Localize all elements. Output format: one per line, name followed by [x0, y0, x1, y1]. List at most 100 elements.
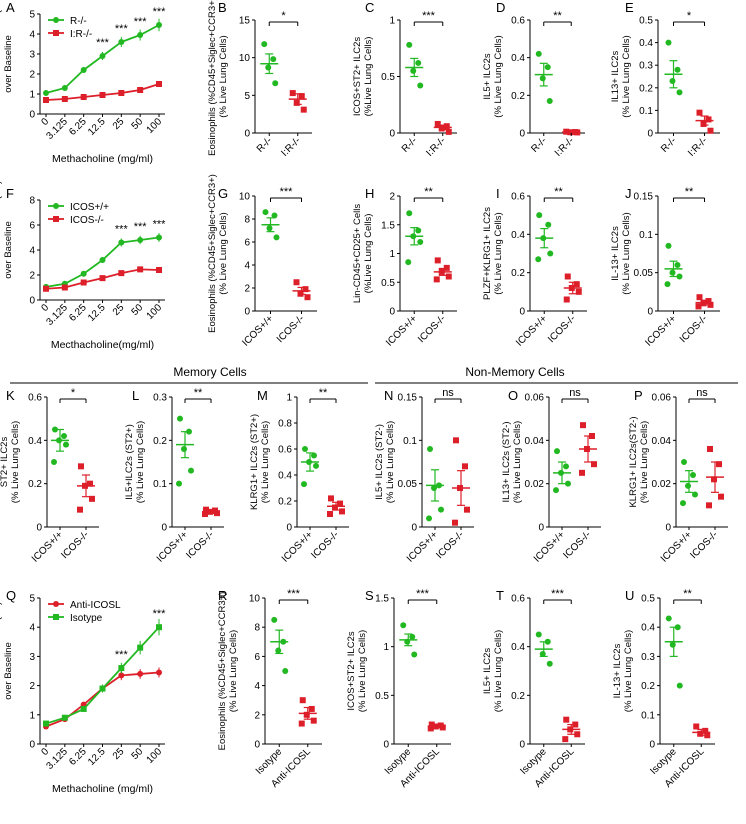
data-point — [214, 510, 220, 517]
data-point — [272, 80, 279, 87]
x-tick-label: ICOS+/+ — [532, 529, 567, 564]
y-tick-label: 10 — [239, 53, 251, 64]
y-tick-label: 0 — [649, 740, 655, 751]
y-tick-label: 0.6 — [278, 445, 292, 456]
x-axis-label: Mecthacholine(mg/ml) — [51, 339, 154, 351]
data-point — [445, 128, 452, 135]
memory-cells-label: Memory Cells — [173, 365, 246, 379]
data-point — [575, 288, 582, 295]
data-point — [665, 39, 672, 46]
x-tick-label: 6.25 — [67, 302, 89, 324]
y-axis-label: Fold Increase in Resistance (RL) — [0, 0, 3, 133]
data-point — [156, 669, 162, 676]
x-tick-label: I:R-/- — [279, 135, 302, 158]
panel-letter-d: D — [496, 0, 505, 15]
x-tick-label: 0 — [39, 116, 51, 128]
y-tick-label: 2 — [389, 192, 395, 203]
legend-label: ICOS+/+ — [70, 202, 109, 213]
x-tick-label: ICOS+/+ — [514, 313, 549, 348]
y-tick-label: 0.05 — [398, 479, 418, 490]
data-point — [289, 90, 296, 97]
data-point — [282, 668, 289, 674]
y-axis-label: IL13+ ILC2s — [610, 51, 621, 103]
data-point — [405, 259, 412, 266]
y-tick-label: 0.1 — [639, 230, 653, 241]
data-point — [308, 705, 315, 712]
x-tick-label: 100 — [145, 746, 165, 766]
data-point — [539, 75, 546, 82]
panel-o: 0 0.02 0.04 0.06 IL13+ ILC2s (ST2-) (% Live L… — [501, 387, 601, 565]
significance-label: ** — [424, 186, 433, 198]
significance-label: *** — [280, 186, 294, 198]
x-tick-label: 50 — [130, 302, 146, 318]
y-tick-label: 0 — [665, 523, 671, 534]
y-tick-label: 0.4 — [511, 642, 525, 653]
panel-letter-o: O — [508, 388, 518, 403]
x-axis-label: Methacholine (mg/ml) — [52, 783, 153, 795]
y-tick-label: 1 — [389, 16, 395, 27]
data-point — [716, 461, 722, 468]
panel-u: 0 0.1 0.2 0.3 0.4 0.5 IL-13+ ILC2s (% Live Lung… — [612, 588, 715, 790]
x-tick-label: 3.125 — [44, 746, 70, 772]
significance-label: * — [71, 387, 76, 399]
data-point — [706, 502, 712, 509]
data-point — [43, 97, 49, 103]
y-axis-label: KLRG1+ ILC2s(ST2-) — [628, 416, 639, 507]
y-axis-label: (% Live Lung Cells) — [357, 630, 368, 712]
data-point — [89, 495, 95, 502]
data-point — [304, 294, 311, 301]
data-point — [301, 481, 307, 488]
x-tick-label: I:R-/- — [553, 135, 576, 158]
y-tick-label: 0.02 — [652, 479, 672, 490]
y-axis-label: Eosinophils (%CD45+Siglec+CCR3+) — [217, 592, 228, 751]
y-axis-label: (% Live Lung Cells) — [228, 630, 239, 712]
x-tick-label: ICOS+/+ — [384, 313, 419, 348]
data-point — [554, 448, 560, 455]
significance-label: ns — [442, 387, 454, 399]
y-axis-label: (%Live Lung Cells) — [363, 37, 374, 117]
x-tick-label: R-/- — [659, 135, 679, 155]
section-header: Memory Cells Non-Memory Cells — [10, 365, 738, 384]
data-point — [87, 480, 93, 487]
panel-letter-p: P — [634, 388, 643, 403]
significance-label: ** — [319, 387, 328, 399]
y-tick-label: 4 — [29, 623, 35, 634]
data-point — [695, 303, 702, 310]
y-tick-label: 0.8 — [278, 419, 292, 430]
x-tick-label: ICOS-/- — [546, 313, 578, 345]
y-axis-label: IL5+ ILC2s — [482, 648, 493, 694]
y-tick-label: 0.2 — [511, 268, 525, 279]
panel-letter-e: E — [625, 0, 634, 15]
data-point — [271, 212, 278, 219]
y-tick-label: 0 — [161, 523, 167, 534]
panel-letter-n: N — [384, 388, 393, 403]
significance-label: *** — [153, 219, 167, 231]
x-tick-label: R-/- — [529, 135, 549, 155]
x-tick-label: 6.25 — [67, 116, 89, 138]
y-tick-label: 0.05 — [634, 268, 654, 279]
significance-label: ns — [696, 387, 708, 399]
data-point — [275, 647, 282, 654]
data-point — [681, 459, 687, 465]
x-tick-label: ICOS+/+ — [30, 529, 65, 564]
x-tick-label: R-/- — [255, 135, 275, 155]
data-point — [63, 441, 69, 448]
y-axis-label: (% Live Lung Cells) — [493, 212, 504, 294]
y-tick-label: 0.2 — [511, 91, 525, 102]
y-axis-label: over Baseline — [3, 642, 14, 700]
y-tick-label: 0.4 — [641, 623, 655, 634]
data-point — [700, 300, 707, 307]
data-point — [674, 66, 681, 73]
data-point — [273, 234, 280, 241]
data-point — [99, 257, 106, 263]
y-tick-label: 0.06 — [652, 393, 672, 404]
y-tick-label: 0 — [254, 740, 260, 751]
legend-marker — [53, 203, 59, 209]
panel-letter-u: U — [625, 588, 634, 603]
x-axis-label: Methacholine (mg/ml) — [52, 153, 153, 165]
data-point — [591, 461, 597, 468]
legend: Anti-ICOSL Isotype — [48, 600, 121, 624]
data-point — [674, 262, 681, 268]
